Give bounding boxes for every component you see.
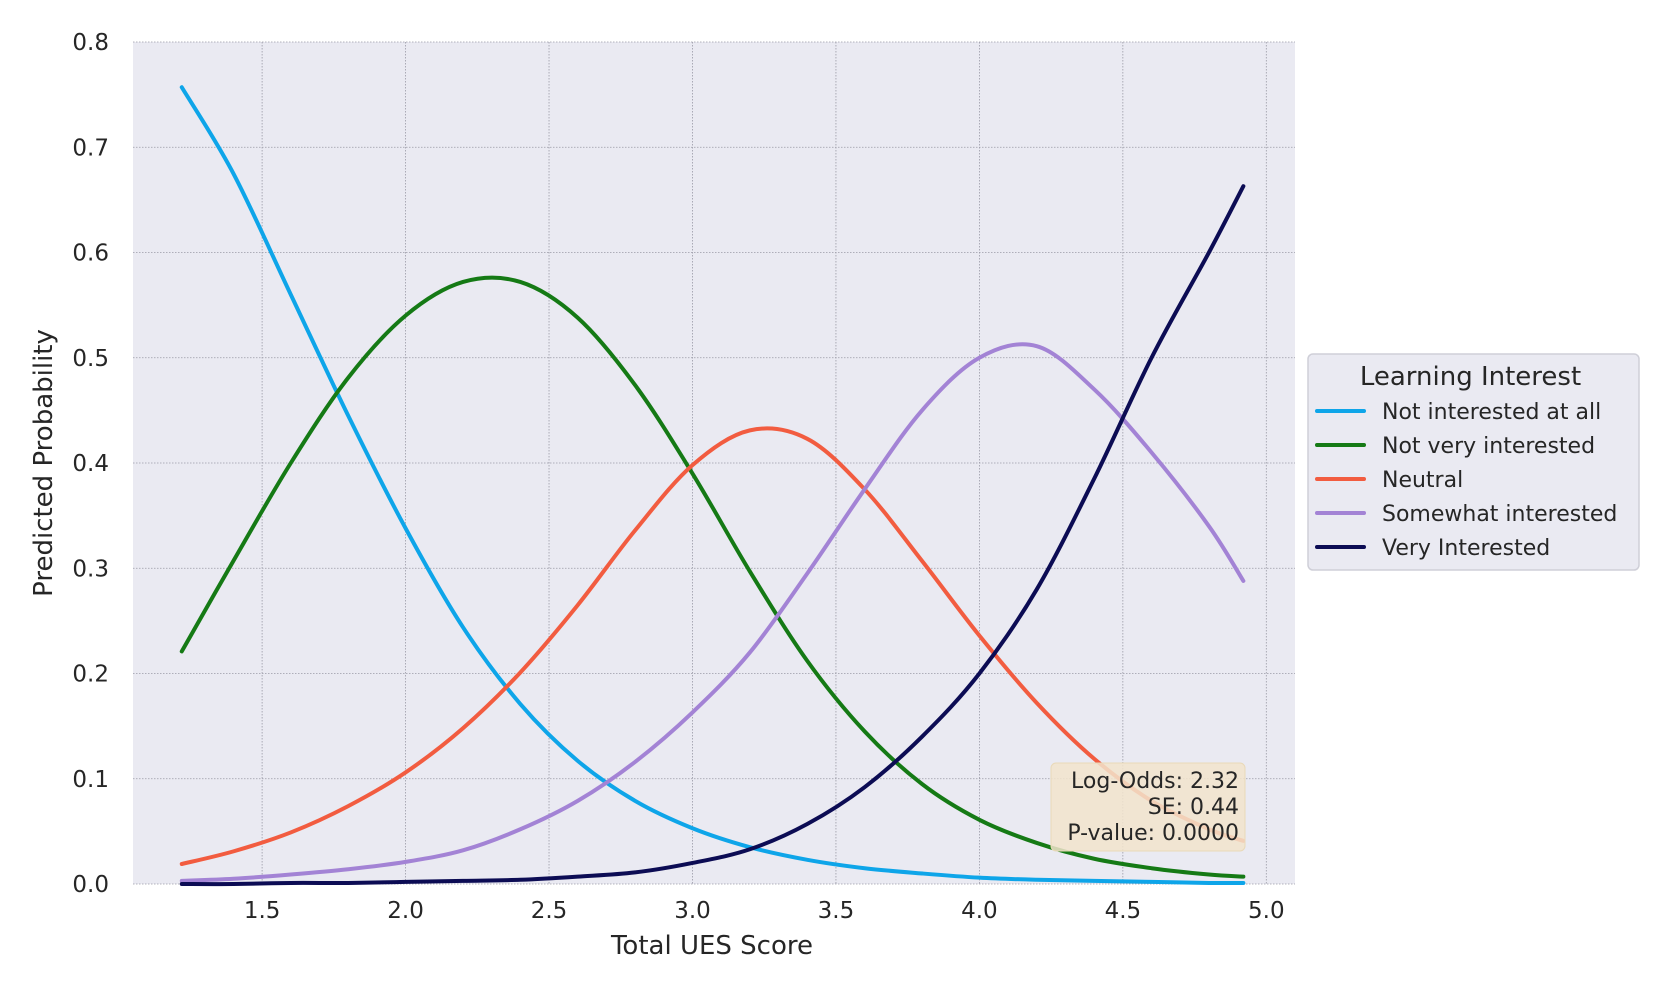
stats-log-odds: Log-Odds: 2.32: [1071, 769, 1239, 794]
series-line-not-interested-at-all: [179, 85, 1246, 886]
series-lines: [179, 85, 1246, 887]
stats-se: SE: 0.44: [1148, 795, 1239, 820]
x-tick-label: 4.5: [1105, 898, 1142, 924]
y-tick-label: 0.3: [72, 556, 109, 582]
y-axis-ticks: 0.0 0.1 0.2 0.3 0.4 0.5 0.6 0.7 0.8: [72, 30, 109, 898]
legend-box: [1307, 353, 1640, 571]
legend-label: Not very interested: [1382, 434, 1595, 459]
stats-box: [1050, 762, 1246, 852]
x-tick-label: 5.0: [1248, 898, 1285, 924]
y-tick-label: 0.6: [72, 241, 109, 267]
x-tick-label: 2.0: [387, 898, 424, 924]
y-tick-label: 0.7: [72, 135, 109, 161]
legend-label: Not interested at all: [1382, 400, 1601, 425]
y-tick-label: 0.2: [72, 662, 109, 688]
y-tick-label: 0.8: [72, 30, 109, 56]
legend-label: Somewhat interested: [1382, 502, 1617, 527]
x-tick-label: 3.5: [818, 898, 855, 924]
series-line-very-interested: [179, 184, 1246, 887]
y-tick-label: 0.1: [72, 767, 109, 793]
y-tick-label: 0.5: [72, 346, 109, 372]
legend-items: Not interested at all Not very interested…: [1315, 400, 1617, 561]
x-axis-label: Total UES Score: [610, 931, 813, 961]
x-tick-label: 2.5: [531, 898, 568, 924]
series-line-somewhat-interested: [179, 342, 1246, 883]
x-tick-label: 4.0: [961, 898, 998, 924]
x-tick-label: 3.0: [674, 898, 711, 924]
legend-label: Very Interested: [1382, 536, 1550, 561]
stats-annotation: Log-Odds: 2.32 SE: 0.44 P-value: 0.0000: [1050, 762, 1246, 852]
stats-p-value: P-value: 0.0000: [1067, 821, 1239, 846]
y-tick-label: 0.4: [72, 451, 109, 477]
y-axis-label: Predicted Probability: [29, 329, 59, 597]
legend-title: Learning Interest: [1360, 362, 1581, 392]
x-tick-label: 1.5: [244, 898, 281, 924]
series-line-neutral: [179, 426, 1246, 866]
x-axis-ticks: 1.5 2.0 2.5 3.0 3.5 4.0 4.5 5.0: [244, 898, 1285, 924]
y-tick-label: 0.0: [72, 872, 109, 898]
legend-label: Neutral: [1382, 468, 1463, 493]
legend: Learning Interest Not interested at allN…: [1307, 353, 1640, 571]
